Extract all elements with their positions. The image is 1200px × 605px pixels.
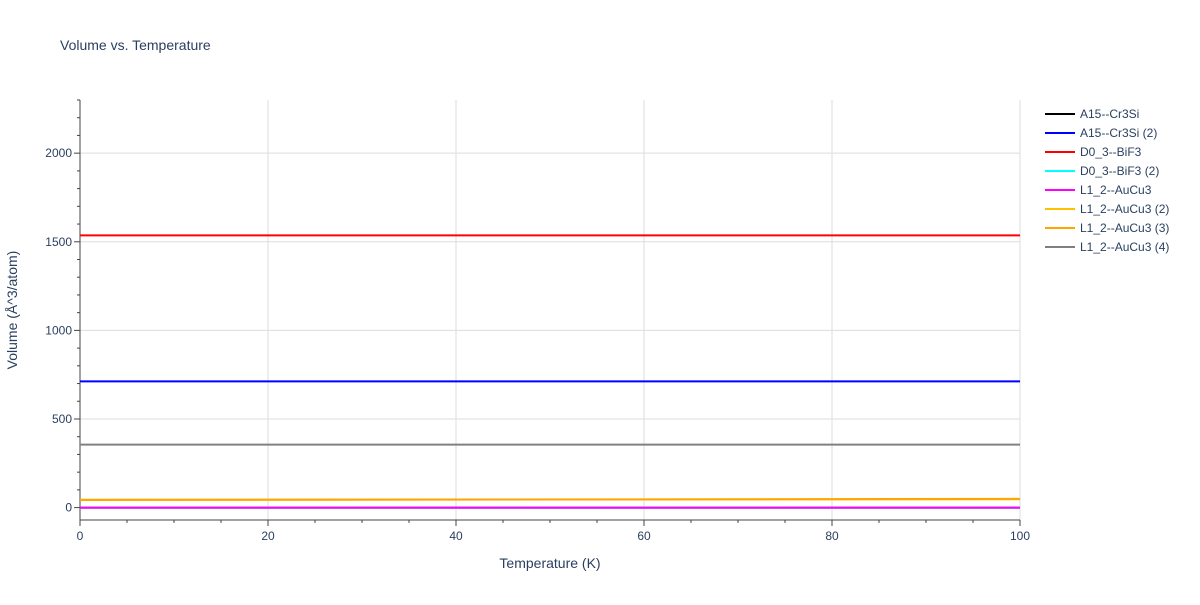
legend-item-1: A15--Cr3Si (2): [1045, 126, 1157, 140]
y-tick-label-1: 500: [52, 412, 72, 426]
legend-item-7: L1_2--AuCu3 (4): [1045, 240, 1169, 254]
chart-title: Volume vs. Temperature: [60, 37, 211, 53]
legend-item-2: D0_3--BiF3: [1045, 145, 1142, 159]
y-tick-label-3: 1500: [45, 235, 72, 249]
legend: A15--Cr3Si A15--Cr3Si (2) D0_3--BiF3 D0_3--…: [1045, 107, 1169, 254]
series-layer: [79, 234, 1021, 509]
legend-label-3: D0_3--BiF3 (2): [1080, 164, 1159, 178]
legend-label-1: A15--Cr3Si (2): [1080, 126, 1157, 140]
series-line-6: [79, 497, 1021, 501]
legend-label-2: D0_3--BiF3: [1080, 145, 1142, 159]
x-tick-label-3: 60: [637, 529, 651, 543]
legend-item-3: D0_3--BiF3 (2): [1045, 164, 1159, 178]
legend-label-5: L1_2--AuCu3 (2): [1080, 202, 1169, 216]
x-tick-label-1: 20: [261, 529, 275, 543]
x-tick-label-2: 40: [449, 529, 463, 543]
legend-label-6: L1_2--AuCu3 (3): [1080, 221, 1169, 235]
x-tick-label-4: 80: [825, 529, 839, 543]
legend-item-0: A15--Cr3Si: [1045, 107, 1139, 121]
x-axis-title: Temperature (K): [499, 555, 600, 571]
legend-label-7: L1_2--AuCu3 (4): [1080, 240, 1169, 254]
legend-label-4: L1_2--AuCu3: [1080, 183, 1152, 197]
legend-label-0: A15--Cr3Si: [1080, 107, 1139, 121]
legend-item-4: L1_2--AuCu3: [1045, 183, 1152, 197]
legend-item-6: L1_2--AuCu3 (3): [1045, 221, 1169, 235]
y-tick-label-0: 0: [65, 501, 72, 515]
y-tick-label-2: 1000: [45, 323, 72, 337]
x-tick-label-0: 0: [77, 529, 84, 543]
x-tick-label-5: 100: [1010, 529, 1030, 543]
y-tick-label-4: 2000: [45, 146, 72, 160]
legend-item-5: L1_2--AuCu3 (2): [1045, 202, 1169, 216]
y-axis-title: Volume (Å^3/atom): [4, 251, 20, 370]
